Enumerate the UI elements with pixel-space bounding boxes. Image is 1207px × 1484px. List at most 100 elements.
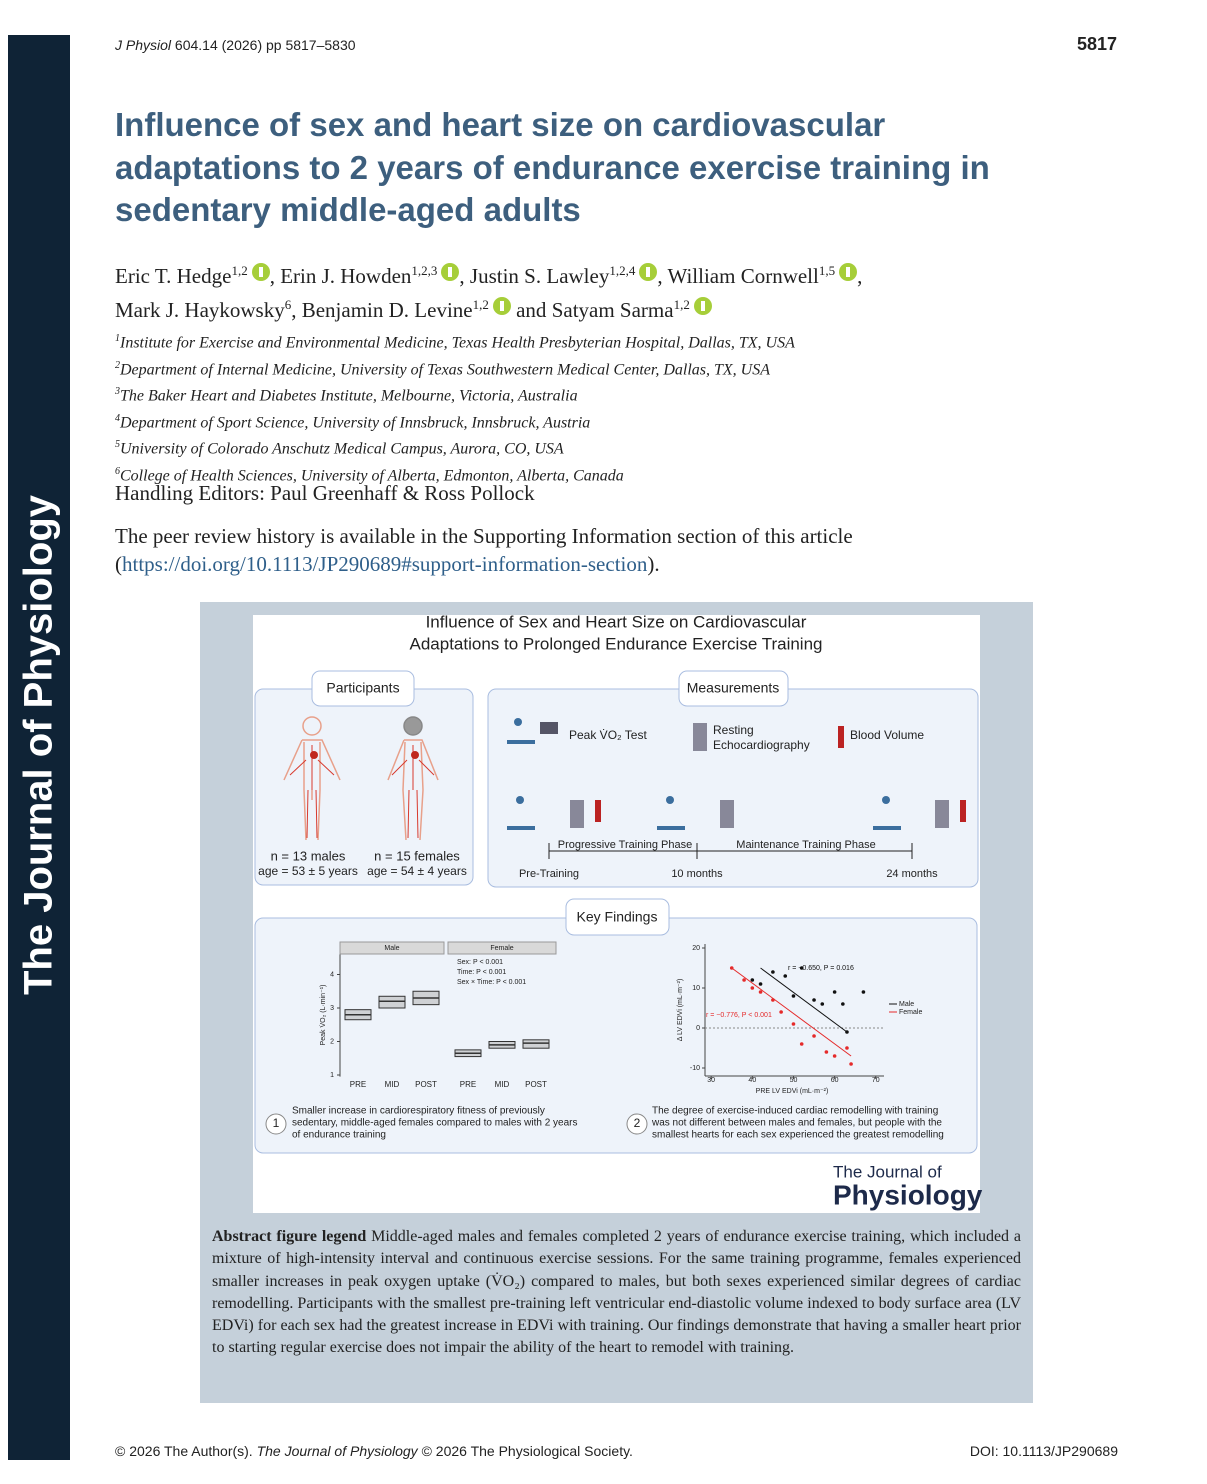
pill-label: Participants (326, 680, 399, 696)
timepoint-label: Pre-Training (519, 868, 579, 880)
point (861, 990, 866, 994)
y-tick-label: -10 (690, 1065, 700, 1072)
peer-review: The peer review history is available in … (115, 522, 853, 578)
annotation: r = −0.650, P = 0.016 (788, 965, 854, 972)
aff-text: University of Colorado Anschutz Medical … (120, 440, 564, 458)
author-sep: , (857, 264, 863, 288)
affiliation: 5University of Colorado Anschutz Medical… (115, 434, 795, 461)
figure-title: Influence of Sex and Heart Size on Cardi… (426, 612, 807, 631)
orcid-icon (492, 296, 511, 315)
orcid-icon (251, 263, 270, 281)
point (799, 1042, 804, 1046)
point (742, 978, 746, 982)
affiliation: 1Institute for Exercise and Environmenta… (115, 328, 795, 355)
logo-line: Physiology (833, 1179, 983, 1210)
point (812, 1034, 816, 1038)
aff-text: Institute for Exercise and Environmental… (120, 334, 795, 352)
y-tick-label: 0 (696, 1025, 700, 1032)
group-n: n = 15 females (374, 848, 460, 863)
aff-text: The Baker Heart and Diabetes Institute, … (120, 387, 578, 405)
point (729, 966, 734, 970)
facet-label: Female (490, 945, 513, 952)
fit-line (760, 967, 848, 1033)
affiliation: 6College of Health Sciences, University … (115, 461, 795, 488)
affiliation: 3The Baker Heart and Diabetes Institute,… (115, 381, 795, 408)
author-aff: 6 (284, 296, 292, 312)
title-line: Influence of sex and heart size on cardi… (115, 106, 886, 143)
measurement: Resting (713, 723, 754, 737)
stat-text: Sex × Time: P < 0.001 (457, 979, 526, 986)
point (799, 966, 804, 970)
timeline (548, 843, 913, 859)
author-sep: , (657, 264, 668, 288)
authors: Eric T. Hedge1,2, Erin J. Howden1,2,3, J… (115, 257, 862, 324)
legend-label: Female (899, 1009, 922, 1016)
author-aff: 1,2,4 (609, 263, 636, 278)
author-sep: , (291, 297, 302, 322)
paren: ). (647, 552, 660, 576)
box (378, 995, 406, 1009)
author-name: William Cornwell (667, 264, 819, 288)
orcid-icon (441, 263, 460, 281)
x-tick-label: PRE (350, 1080, 366, 1089)
author-name: Eric T. Hedge (115, 264, 232, 288)
group-age: age = 53 ± 5 years (258, 864, 358, 878)
point (750, 978, 755, 982)
affiliations: 1Institute for Exercise and Environmenta… (115, 328, 795, 487)
finding-number: 2 (634, 1116, 641, 1130)
pill (311, 670, 415, 707)
pill-label: Key Findings (577, 909, 658, 925)
sidebar (8, 35, 70, 1460)
legend-label: Male (899, 1001, 914, 1008)
author-name: Justin S. Lawley (469, 264, 610, 288)
y-tick-label: 4 (330, 971, 334, 978)
author-aff: 1,2,3 (411, 263, 438, 278)
finding-number: 1 (273, 1116, 280, 1130)
aff-num: 2 (115, 359, 120, 371)
footer-left: © 2026 The Author(s). The Journal of Phy… (115, 1443, 633, 1459)
author-aff: 1,2 (472, 296, 489, 312)
fit-line (731, 967, 852, 1057)
doi-link[interactable]: https://doi.org/10.1113/JP290689#support… (122, 552, 648, 576)
paren: ( (115, 552, 122, 576)
point (771, 970, 775, 974)
point (779, 1010, 783, 1014)
point (750, 986, 755, 990)
aff-text: Department of Sport Science, University … (120, 413, 591, 431)
x-tick-label: 60 (831, 1077, 839, 1084)
point (845, 1030, 849, 1034)
point (841, 1002, 845, 1006)
legend-label: Abstract figure legend (212, 1228, 367, 1245)
measurement: Echocardiography (713, 738, 810, 752)
affiliation: 4Department of Sport Science, University… (115, 408, 795, 435)
caption: Smaller increase in cardiorespiratory fi… (292, 1106, 545, 1117)
y-tick-label: 2 (330, 1038, 334, 1045)
x-tick-label: MID (385, 1080, 400, 1089)
author-name: Mark J. Haykowsky (115, 297, 285, 322)
author-name: Benjamin D. Levine (301, 297, 473, 322)
facet-header (447, 941, 557, 955)
point (849, 1062, 853, 1066)
y-axis-label: Peak V̇O₂ (L·min⁻¹) (319, 985, 327, 1046)
aff-num: 4 (115, 412, 120, 424)
page-number: 5817 (1076, 34, 1117, 54)
timepoint-label: 10 months (671, 868, 723, 880)
y-tick-label: 20 (692, 945, 700, 952)
footer-doi: DOI: 10.1113/JP290689 (969, 1443, 1118, 1459)
journal-abbr: J Physiol (115, 37, 172, 53)
author-aff: 1,2 (231, 263, 248, 278)
issue-ref: 604.14 (2026) pp 5817–5830 (174, 37, 356, 53)
peer-review-text: The peer review history is available in … (115, 524, 853, 548)
y-tick-label: 1 (330, 1072, 334, 1079)
box (522, 1039, 550, 1049)
footer-copy: © 2026 The Author(s). (115, 1443, 253, 1459)
footer-society: © 2026 The Physiological Society. (421, 1443, 633, 1459)
finding-badge (626, 1113, 648, 1135)
x-tick-label: 50 (790, 1077, 798, 1084)
measurements-panel (487, 688, 979, 888)
aff-num: 1 (115, 333, 120, 344)
pill (565, 898, 670, 936)
title-line: sedentary middle-aged adults (115, 191, 581, 228)
timepoint-label: 24 months (886, 868, 938, 880)
